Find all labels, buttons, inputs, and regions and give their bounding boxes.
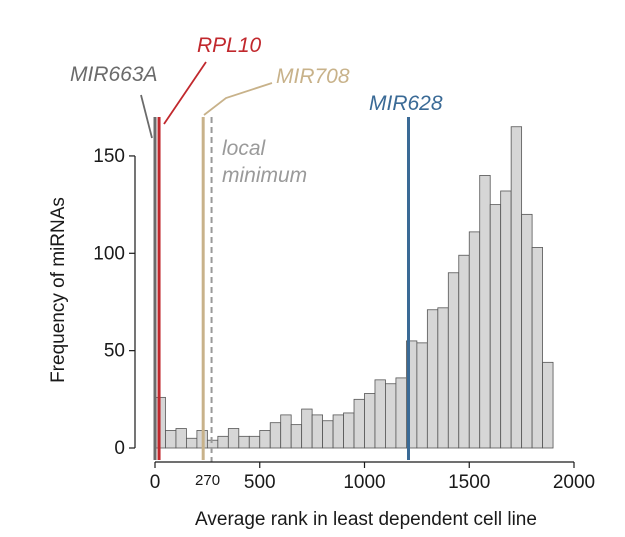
histogram-bar: [479, 175, 491, 449]
histogram-bars: [154, 126, 554, 449]
histogram-bar: [290, 424, 303, 449]
histogram-bar: [186, 437, 198, 449]
threshold-tick-label: 270: [195, 472, 220, 489]
histogram-bar: [280, 414, 292, 449]
histogram-bar: [395, 377, 407, 449]
leader-mir708: [203, 82, 273, 116]
histogram-bar: [238, 435, 250, 449]
histogram-bar: [426, 309, 439, 449]
histogram-bar: [353, 398, 365, 449]
histogram-bar: [248, 435, 261, 449]
x-tick-label: 1500: [448, 472, 490, 493]
histogram-bar: [385, 383, 397, 449]
histogram-bar: [217, 435, 229, 449]
histogram-bar: [311, 414, 324, 449]
leader-rpl10: [163, 61, 207, 125]
histogram-bar: [269, 422, 282, 449]
annotations: MIR663A RPL10 MIR708 MIR628 local minimum: [70, 34, 443, 187]
histogram-bar: [500, 190, 512, 449]
y-tick-label: 150: [93, 146, 125, 167]
axes: 0 500 1000 1500 2000 0 50 100 150: [93, 146, 595, 493]
histogram-bar: [458, 254, 470, 449]
label-local: local: [222, 137, 267, 160]
histogram-bar: [175, 428, 187, 449]
x-tick-label: 1000: [343, 472, 385, 493]
label-mir628: MIR628: [369, 92, 443, 115]
histogram-bar: [301, 408, 313, 449]
leader-mir663a: [140, 94, 153, 139]
histogram-bar: [259, 430, 271, 449]
histogram-bar: [416, 342, 428, 449]
x-tick-label: 0: [150, 472, 161, 493]
x-tick-label: 500: [244, 472, 276, 493]
x-tick-label: 2000: [553, 472, 595, 493]
histogram-bar: [447, 272, 460, 449]
histogram-bar: [521, 213, 533, 449]
histogram-bar: [437, 307, 449, 449]
histogram-bar: [165, 430, 177, 449]
marker-lines: 270: [153, 117, 410, 489]
histogram-bar: [364, 393, 376, 449]
histogram-bar: [510, 126, 523, 449]
histogram-bar: [343, 412, 355, 449]
histogram-bar: [374, 379, 386, 449]
y-axis-title: Frequency of miRNAs: [48, 197, 69, 383]
histogram-bar: [332, 414, 344, 449]
y-tick-label: 50: [104, 341, 125, 362]
histogram-bar: [322, 420, 334, 449]
x-axis-title: Average rank in least dependent cell lin…: [195, 509, 537, 530]
histogram-bar: [206, 439, 219, 449]
y-tick-label: 100: [93, 243, 125, 264]
y-tick-label: 0: [114, 438, 125, 459]
histogram-bar: [227, 428, 240, 449]
label-mir708: MIR708: [276, 65, 350, 88]
histogram-bar: [542, 361, 554, 449]
histogram-bar: [468, 231, 481, 449]
histogram-bar: [531, 247, 543, 449]
histogram-bar: [489, 204, 502, 449]
label-mir663a: MIR663A: [70, 63, 158, 86]
label-minimum: minimum: [222, 164, 307, 187]
label-rpl10: RPL10: [197, 34, 262, 57]
